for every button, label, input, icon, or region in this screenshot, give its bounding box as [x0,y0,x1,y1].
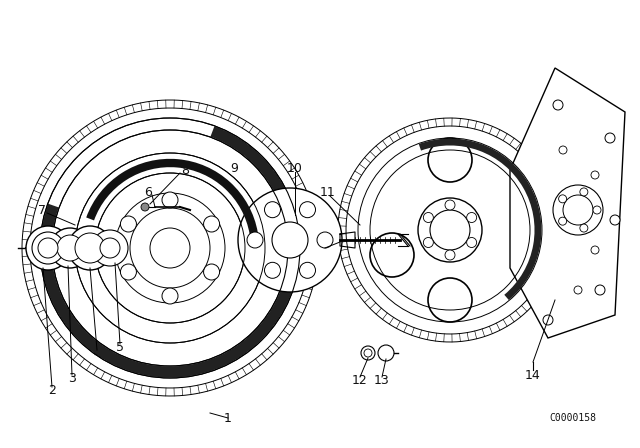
Circle shape [361,346,375,360]
Text: 14: 14 [525,369,541,382]
Circle shape [120,216,136,232]
Circle shape [610,215,620,225]
Text: C0000158: C0000158 [550,413,596,423]
Circle shape [150,228,190,268]
Circle shape [559,146,567,154]
Circle shape [445,200,455,210]
Circle shape [467,237,477,247]
Circle shape [247,232,263,248]
Text: 13: 13 [374,374,390,387]
Circle shape [68,226,112,270]
Circle shape [580,188,588,196]
Circle shape [559,195,566,203]
Polygon shape [510,68,625,338]
Circle shape [120,264,136,280]
Text: 10: 10 [287,161,303,175]
Circle shape [272,222,308,258]
Circle shape [347,127,553,333]
Circle shape [605,133,615,143]
Circle shape [428,138,472,182]
Circle shape [591,246,599,254]
Circle shape [317,232,333,248]
Circle shape [57,235,83,261]
Text: 5: 5 [116,340,124,353]
Circle shape [162,288,178,304]
Text: 12: 12 [352,374,368,387]
Circle shape [593,206,601,214]
Circle shape [50,228,90,268]
Text: 11: 11 [320,185,336,198]
Circle shape [418,198,482,262]
Circle shape [591,171,599,179]
Circle shape [31,109,309,387]
Text: 6: 6 [316,244,324,257]
Circle shape [428,278,472,322]
Circle shape [26,226,70,270]
Circle shape [445,250,455,260]
Circle shape [553,100,563,110]
Circle shape [423,237,433,247]
Circle shape [162,192,178,208]
Text: 6: 6 [144,185,152,198]
Circle shape [423,212,433,223]
Text: 9: 9 [230,161,238,175]
Circle shape [467,212,477,223]
Text: 4: 4 [93,346,101,359]
Circle shape [204,216,220,232]
Circle shape [32,232,64,264]
Text: 1: 1 [224,412,232,425]
Circle shape [553,185,603,235]
Circle shape [430,210,470,250]
Text: 3: 3 [68,371,76,384]
Circle shape [370,233,414,277]
Circle shape [264,263,280,278]
Circle shape [563,195,593,225]
Circle shape [238,188,342,292]
Text: 2: 2 [48,383,56,396]
Text: 7: 7 [38,203,46,216]
Circle shape [595,285,605,295]
Circle shape [543,315,553,325]
Circle shape [204,264,220,280]
Circle shape [75,233,105,263]
Circle shape [300,202,316,218]
Text: 8: 8 [181,164,189,177]
Circle shape [364,349,372,357]
Circle shape [100,238,120,258]
Circle shape [264,202,280,218]
Circle shape [574,286,582,294]
Circle shape [580,224,588,232]
Circle shape [300,263,316,278]
Circle shape [141,203,149,211]
Circle shape [92,230,128,266]
Circle shape [559,217,566,225]
Circle shape [38,238,58,258]
Circle shape [378,345,394,361]
